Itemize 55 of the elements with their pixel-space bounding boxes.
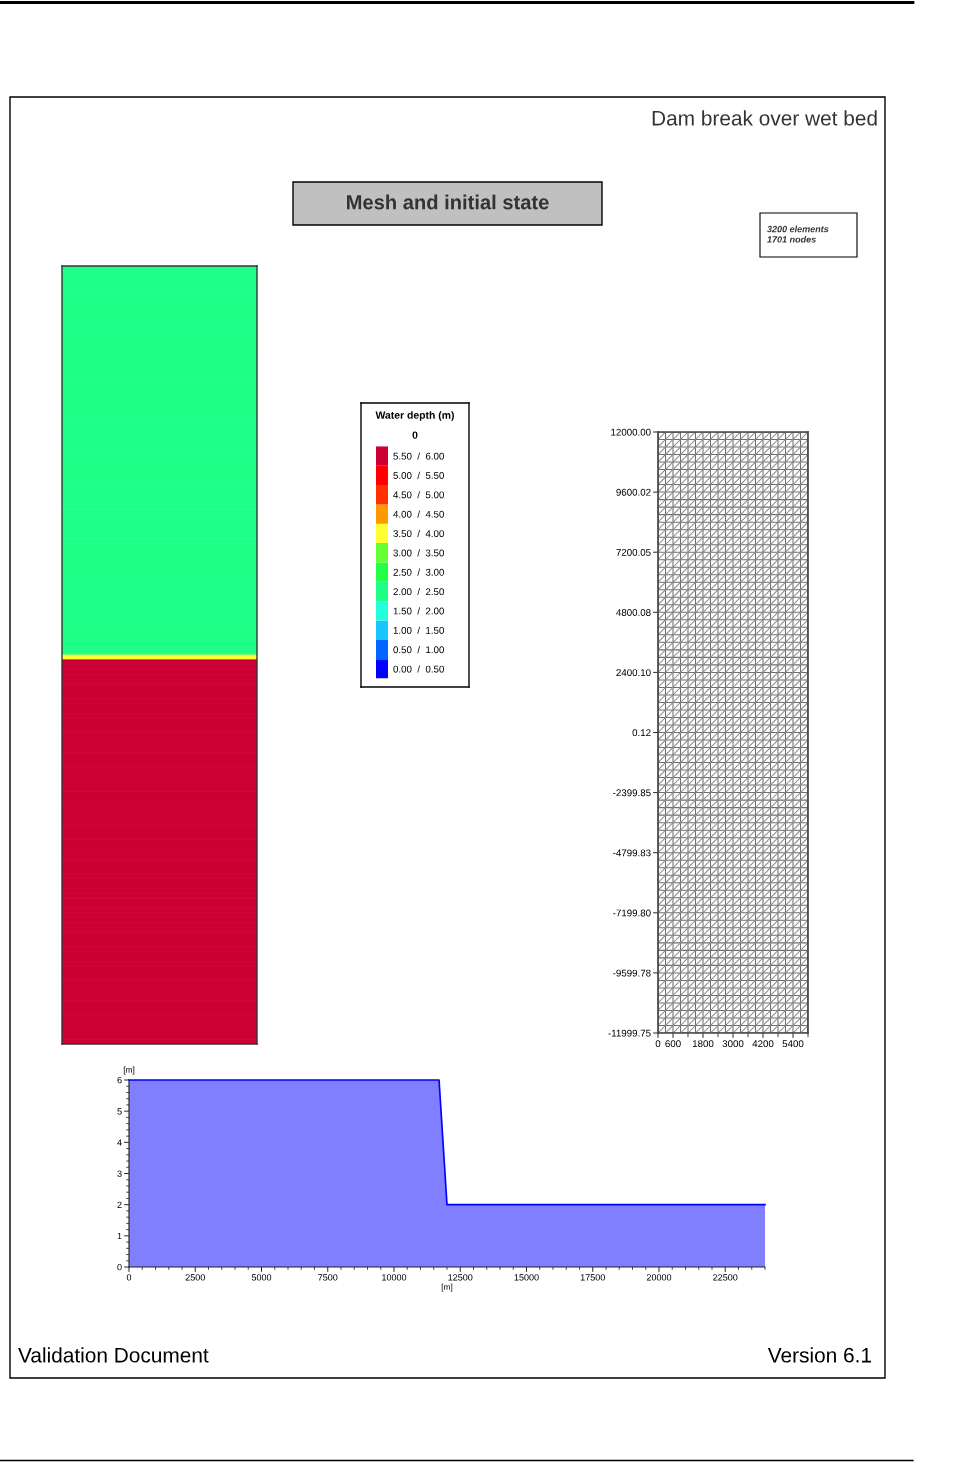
color-bar-label: 5.50 / 6.00 (393, 452, 444, 460)
y-tick-label: 0 (117, 1263, 122, 1271)
color-bar-label: 1.00 / 1.50 (393, 626, 444, 634)
x-tick-label: 0 (655, 1040, 661, 1048)
x-tick-label: 7500 (318, 1274, 338, 1281)
x-tick-label: 20000 (646, 1274, 672, 1281)
color-bar-label: 1.50 / 2.00 (393, 607, 444, 615)
x-tick-label: 12500 (448, 1274, 473, 1281)
y-tick-label: -7199.80 (613, 909, 651, 917)
y-tick-label: 0.12 (632, 729, 651, 737)
text: Mesh and initial state (347, 194, 549, 210)
text: 0 (412, 431, 418, 439)
x-tick-label: 600 (665, 1040, 681, 1048)
y-tick-label: 2 (117, 1201, 122, 1208)
x-axis-title: [m] (441, 1283, 453, 1292)
y-tick-label: 6 (117, 1076, 122, 1084)
color-bar-label: 5.00 / 5.50 (393, 471, 444, 479)
y-tick-label: 4 (117, 1139, 122, 1146)
y-tick-label: -11999.75 (608, 1029, 651, 1037)
x-tick-label: 3000 (722, 1040, 744, 1048)
color-bar-label: 4.00 / 4.50 (393, 510, 444, 518)
y-tick-label: 2400.10 (616, 669, 651, 677)
color-bar-title: Water depth (m) (375, 411, 454, 421)
y-tick-label: 3 (117, 1170, 122, 1177)
x-tick-label: 10000 (382, 1274, 407, 1281)
color-bar-label: 3.00 / 3.50 (393, 549, 444, 557)
y-tick-label: 5 (117, 1108, 122, 1115)
color-bar-label: 2.00 / 2.50 (393, 587, 444, 596)
y-tick-label: 4800.08 (616, 609, 651, 616)
y-tick-label: 7200.05 (616, 548, 651, 556)
text: Validation Document (18, 1347, 209, 1363)
y-tick-label: -2399.85 (613, 789, 651, 797)
y-tick-label: 12000.00 (611, 428, 651, 436)
text: Version 6.1 (767, 1347, 871, 1363)
y-tick-label: 1 (117, 1232, 122, 1240)
x-tick-label: 15000 (514, 1274, 539, 1281)
x-tick-label: 5400 (782, 1040, 804, 1048)
y-tick-label: 9600.02 (616, 488, 651, 496)
x-tick-label: 17500 (580, 1274, 605, 1281)
x-tick-label: 2500 (185, 1274, 205, 1281)
text: 3200 elements 1701 nodes (767, 225, 829, 243)
color-bar-label: 2.50 / 3.00 (393, 568, 444, 576)
y-tick-label: -9599.78 (613, 969, 651, 977)
color-bar-label: 0.50 / 1.00 (393, 646, 444, 654)
x-tick-label: 1800 (692, 1040, 714, 1048)
color-bar-label: 0.00 / 0.50 (393, 665, 444, 673)
x-tick-label: 0 (126, 1274, 132, 1281)
x-tick-label: 22500 (713, 1274, 738, 1281)
y-axis-title: [m] (123, 1066, 135, 1075)
text: Dam break over wet bed (652, 110, 877, 126)
y-tick-label: -4799.83 (613, 849, 651, 857)
color-bar-label: 4.50 / 5.00 (393, 491, 444, 499)
color-bar-label: 3.50 / 4.00 (393, 529, 444, 538)
x-tick-label: 5000 (251, 1274, 272, 1281)
x-tick-label: 4200 (752, 1040, 774, 1048)
